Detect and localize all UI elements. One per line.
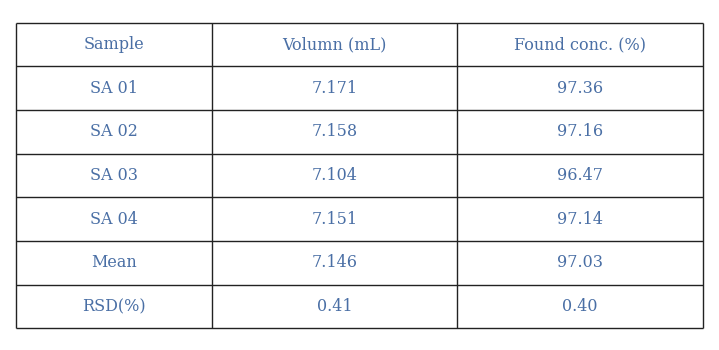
Text: Sample: Sample [83,36,144,53]
Text: SA 01: SA 01 [90,80,138,97]
Text: 97.16: 97.16 [557,124,603,140]
Text: SA 03: SA 03 [90,167,138,184]
Text: SA 02: SA 02 [90,124,138,140]
Text: 96.47: 96.47 [557,167,603,184]
Text: 97.14: 97.14 [557,211,603,228]
Text: 7.158: 7.158 [311,124,357,140]
Text: 7.104: 7.104 [311,167,357,184]
Text: SA 04: SA 04 [90,211,138,228]
Text: 97.36: 97.36 [557,80,603,97]
Text: 97.03: 97.03 [557,254,603,271]
Text: 7.151: 7.151 [311,211,357,228]
Text: 7.171: 7.171 [311,80,357,97]
Text: 0.40: 0.40 [562,298,598,315]
Text: Mean: Mean [91,254,137,271]
Text: 0.41: 0.41 [316,298,352,315]
Text: 7.146: 7.146 [311,254,357,271]
Text: Volumn (mL): Volumn (mL) [283,36,387,53]
Text: RSD(%): RSD(%) [82,298,145,315]
Text: Found conc. (%): Found conc. (%) [514,36,646,53]
